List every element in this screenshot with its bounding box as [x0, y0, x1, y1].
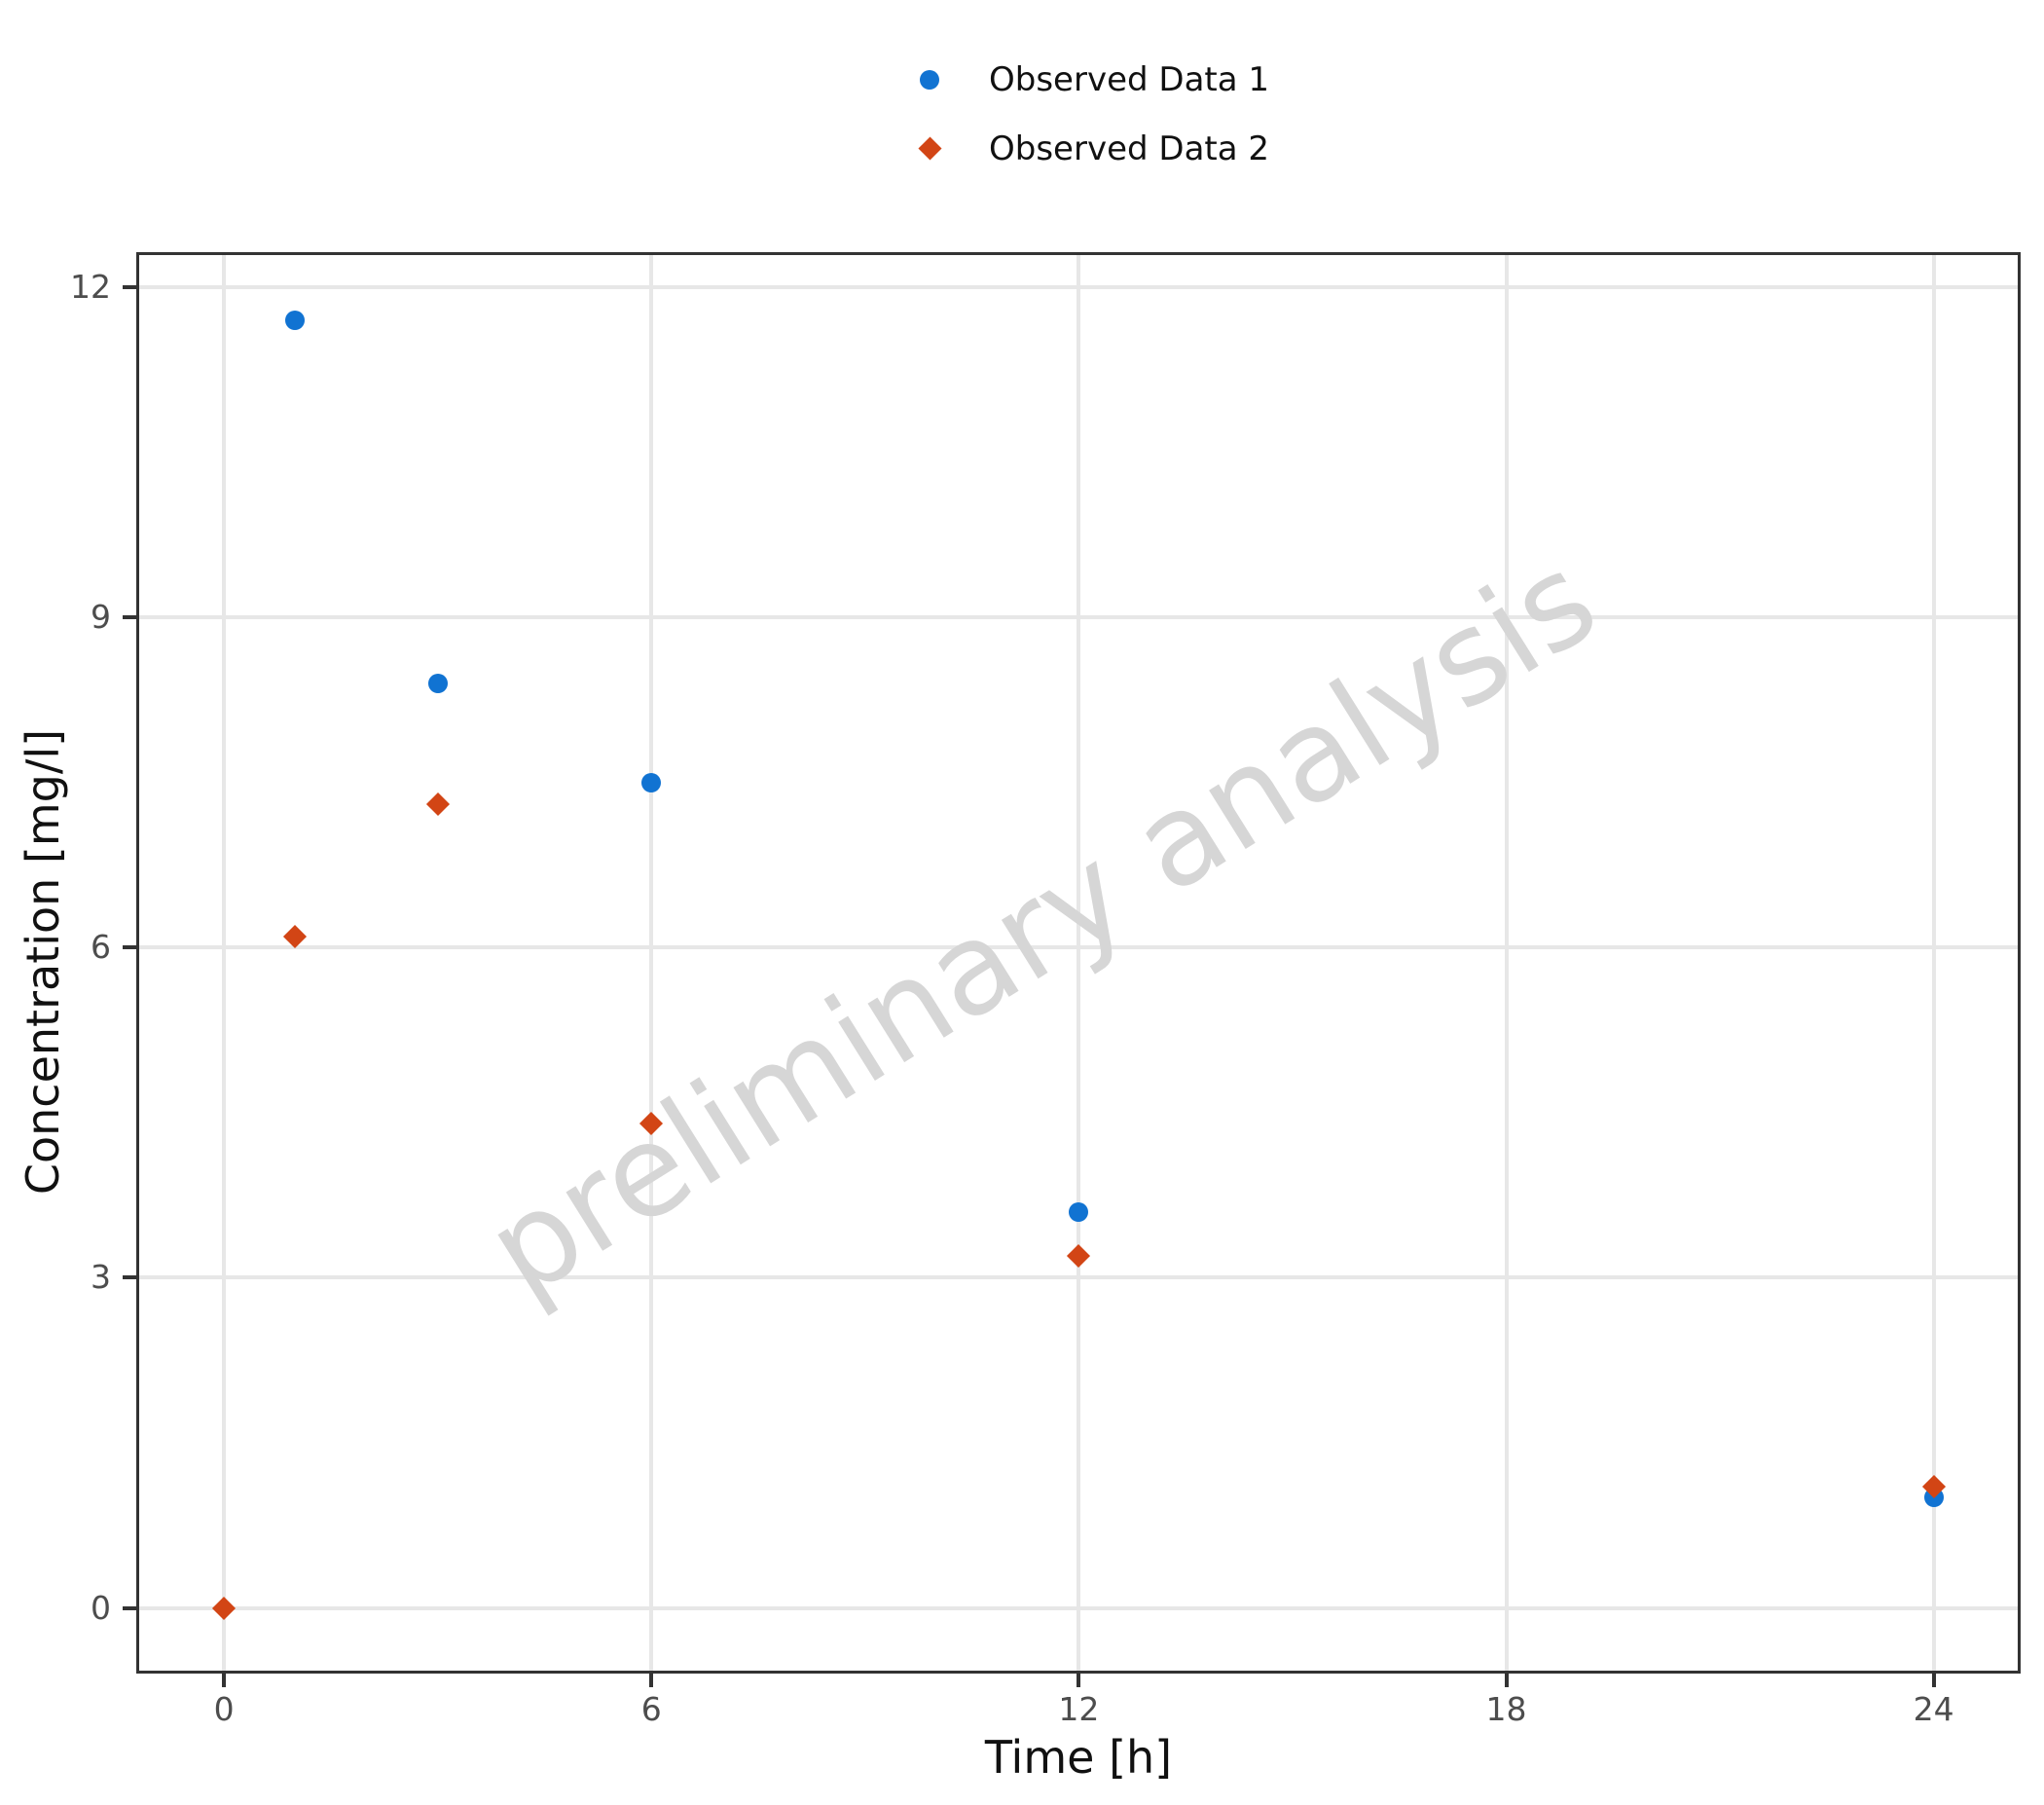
y-gridline	[139, 1605, 2018, 1610]
y-tick-mark	[123, 284, 136, 289]
y-tick-mark	[123, 1605, 136, 1610]
x-gridline	[1931, 255, 1936, 1671]
data-point-circle	[641, 772, 662, 792]
legend-marker-box	[917, 136, 942, 162]
x-tick-mark	[222, 1674, 227, 1687]
legend-label: Observed Data 2	[989, 129, 1270, 168]
y-tick-mark	[123, 614, 136, 619]
x-tick-label: 18	[1485, 1690, 1527, 1728]
y-tick-label: 9	[91, 597, 111, 636]
data-point-diamond	[425, 792, 450, 817]
x-tick-label: 12	[1058, 1690, 1100, 1728]
data-point-diamond	[212, 1596, 237, 1620]
y-gridline	[139, 1275, 2018, 1280]
legend-item-observed-data-1: Observed Data 1	[917, 45, 1269, 114]
watermark-text: preliminary analysis	[462, 524, 1621, 1326]
y-tick-label: 3	[91, 1258, 111, 1297]
x-gridline	[1077, 255, 1081, 1671]
y-tick-mark	[123, 945, 136, 950]
legend-label: Observed Data 1	[989, 59, 1270, 99]
diamond-marker-icon	[917, 136, 942, 161]
y-gridline	[139, 284, 2018, 289]
x-tick-mark	[649, 1674, 654, 1687]
legend-item-observed-data-2: Observed Data 2	[917, 114, 1269, 183]
x-gridline	[649, 255, 654, 1671]
y-tick-label: 6	[91, 928, 111, 967]
data-point-circle	[427, 673, 448, 693]
data-point-circle	[285, 310, 306, 330]
x-tick-label: 6	[640, 1690, 662, 1728]
circle-marker-icon	[920, 69, 939, 90]
x-tick-label: 0	[213, 1690, 235, 1728]
x-gridline	[222, 255, 227, 1671]
data-point-circle	[1069, 1201, 1089, 1222]
legend-marker-box	[917, 67, 942, 92]
y-tick-label: 12	[70, 267, 111, 306]
x-tick-mark	[1931, 1674, 1936, 1687]
y-gridline	[139, 945, 2018, 950]
plot-panel: preliminary analysis	[136, 252, 2021, 1674]
x-gridline	[1504, 255, 1509, 1671]
x-tick-mark	[1504, 1674, 1509, 1687]
x-tick-label: 24	[1913, 1690, 1954, 1728]
y-gridline	[139, 614, 2018, 619]
legend: Observed Data 1 Observed Data 2	[917, 45, 1269, 183]
x-axis-title: Time [h]	[984, 1731, 1173, 1784]
data-point-diamond	[1067, 1243, 1091, 1268]
x-tick-mark	[1077, 1674, 1081, 1687]
y-tick-mark	[123, 1275, 136, 1280]
y-tick-label: 0	[91, 1588, 111, 1627]
